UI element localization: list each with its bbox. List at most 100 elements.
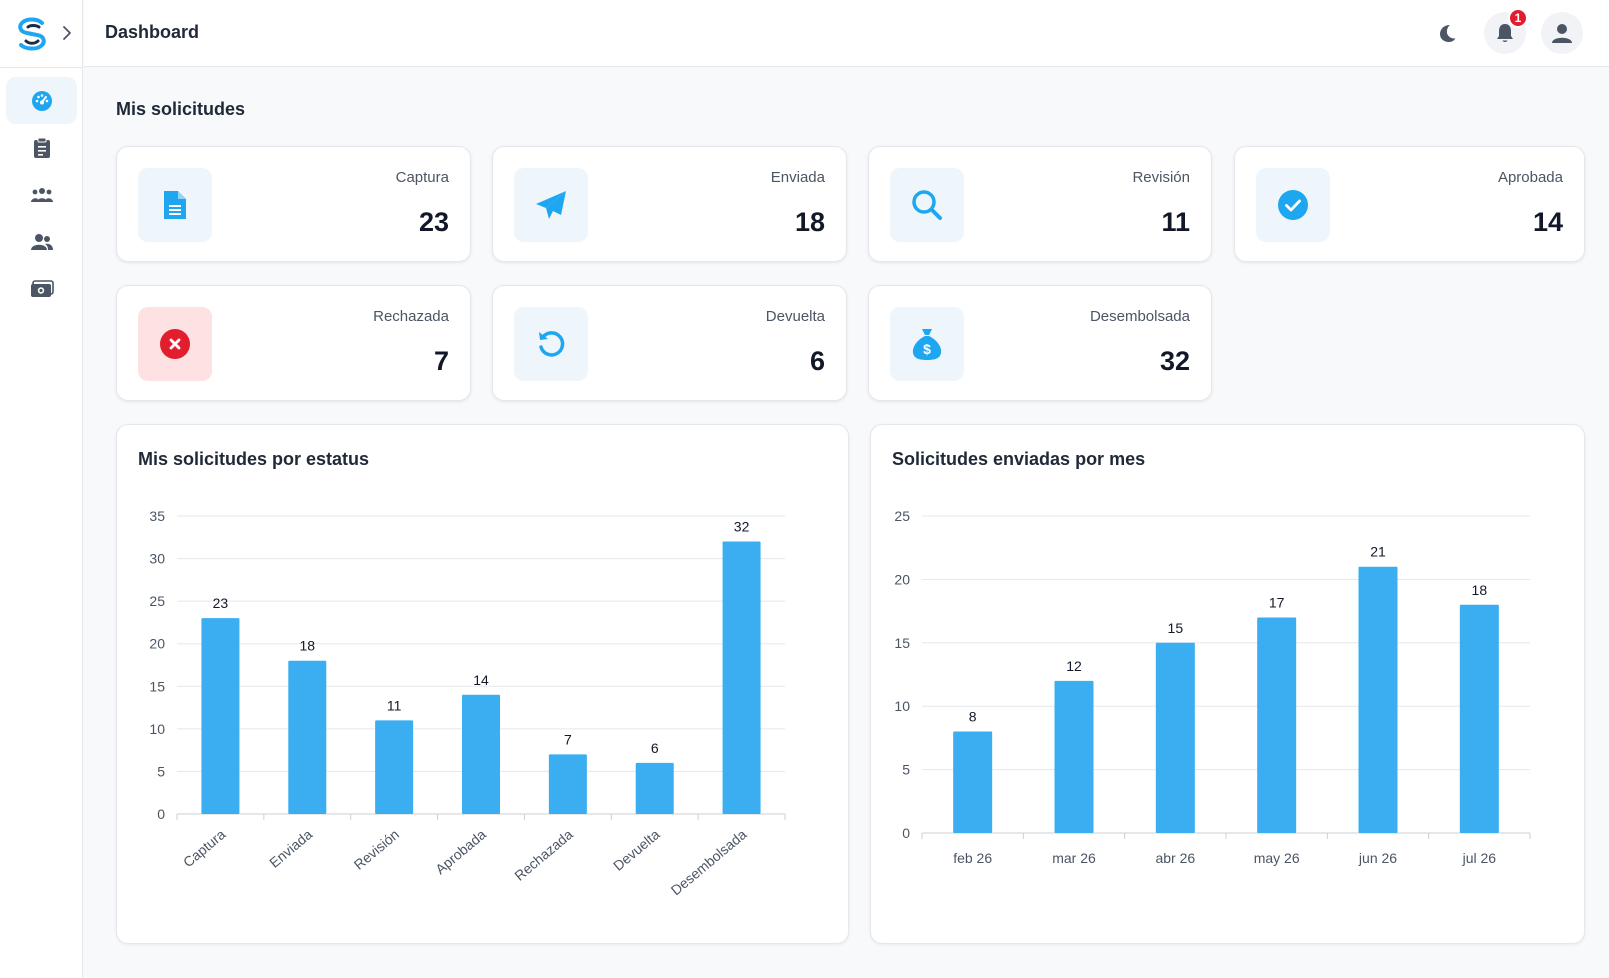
bar <box>375 720 414 814</box>
card-value: 32 <box>1159 346 1190 376</box>
clipboard-icon <box>33 137 50 158</box>
card-value: 11 <box>1161 207 1190 237</box>
x-tick-label: jul 26 <box>1462 850 1497 866</box>
data-label: 15 <box>1168 620 1184 636</box>
chart-title: Solicitudes enviadas por mes <box>892 449 1146 469</box>
data-label: 8 <box>969 709 977 725</box>
sidebar-expand-button[interactable] <box>58 22 76 44</box>
y-tick-label: 35 <box>149 508 165 524</box>
bar <box>1358 566 1398 833</box>
x-circle-icon <box>160 329 190 359</box>
y-tick-label: 25 <box>149 593 165 609</box>
card-icon-box <box>890 168 964 242</box>
bell-icon <box>1497 24 1513 42</box>
y-tick-label: 20 <box>894 571 910 587</box>
bar <box>722 541 761 814</box>
top-header: Dashboard 1 <box>84 0 1609 67</box>
card-icon-box <box>138 168 212 242</box>
status-card-rechazada[interactable]: Rechazada 7 <box>116 285 471 401</box>
bar <box>288 660 327 814</box>
status-card-aprobada[interactable]: Aprobada 14 <box>1234 146 1585 262</box>
status-card-captura[interactable]: Captura 23 <box>116 146 471 262</box>
y-tick-label: 15 <box>894 635 910 651</box>
x-tick-label: may 26 <box>1254 850 1300 866</box>
sidebar-nav <box>6 77 77 312</box>
y-tick-label: 10 <box>149 721 165 737</box>
chart-card-status: Mis solicitudes por estatus 0 5 10 15 20 25 30… <box>116 424 849 944</box>
card-icon-box <box>138 307 212 381</box>
card-icon-box <box>1256 168 1330 242</box>
card-label: Enviada <box>770 169 825 186</box>
x-tick-label: Enviada <box>266 826 315 871</box>
x-tick-label: Revisión <box>351 826 402 873</box>
y-tick-label: 30 <box>149 551 165 567</box>
sidebar-item-dashboard[interactable] <box>6 77 77 124</box>
theme-toggle-button[interactable] <box>1426 12 1468 54</box>
users-icon <box>30 233 53 250</box>
data-label: 18 <box>299 638 315 654</box>
chart-card-monthly: Solicitudes enviadas por mes 0 5 10 15 20 25 8… <box>870 424 1585 944</box>
x-tick-label: abr 26 <box>1155 850 1195 866</box>
data-label: 17 <box>1269 594 1285 610</box>
dashboard-gauge-icon <box>31 90 52 111</box>
card-icon-box: $ <box>890 307 964 381</box>
bar <box>201 618 240 814</box>
sidebar-item-payments[interactable] <box>6 265 77 312</box>
undo-icon <box>539 331 565 357</box>
bar <box>1054 680 1094 833</box>
x-tick-label: jun 26 <box>1358 850 1397 866</box>
bar <box>1155 642 1195 833</box>
paper-plane-icon <box>536 191 566 219</box>
x-tick-label: mar 26 <box>1052 850 1096 866</box>
card-label: Revisión <box>1132 169 1190 186</box>
sidebar-item-users[interactable] <box>6 218 77 265</box>
notifications-button[interactable]: 1 <box>1484 8 1528 54</box>
card-value: 23 <box>418 207 449 237</box>
card-label: Devuelta <box>765 308 825 325</box>
y-tick-label: 0 <box>157 806 165 822</box>
card-value: 6 <box>809 346 825 376</box>
y-tick-label: 15 <box>149 678 165 694</box>
x-tick-label: Desembolsada <box>668 826 750 898</box>
sidebar <box>0 0 83 978</box>
user-icon <box>1552 24 1572 43</box>
bar <box>953 731 993 833</box>
app-logo[interactable] <box>12 14 52 54</box>
status-card-enviada[interactable]: Enviada 18 <box>492 146 847 262</box>
card-label: Desembolsada <box>1089 308 1190 325</box>
status-card-desembolsada[interactable]: $ Desembolsada 32 <box>868 285 1212 401</box>
card-label: Captura <box>395 169 449 186</box>
svg-text:$: $ <box>923 341 931 357</box>
section-title: Mis solicitudes <box>116 99 246 119</box>
y-tick-label: 10 <box>894 698 910 714</box>
bar <box>1459 604 1499 833</box>
bar <box>548 754 587 814</box>
group-icon <box>30 187 53 202</box>
data-label: 12 <box>1066 658 1082 674</box>
card-label: Aprobada <box>1497 169 1563 186</box>
card-value: 14 <box>1532 207 1563 237</box>
card-icon-box <box>514 168 588 242</box>
chart-title: Mis solicitudes por estatus <box>138 449 370 469</box>
page-title: Dashboard <box>105 22 200 42</box>
y-tick-label: 5 <box>902 762 910 778</box>
moon-icon <box>1440 25 1456 42</box>
data-label: 18 <box>1472 582 1488 598</box>
sidebar-item-solicitudes[interactable] <box>6 124 77 171</box>
data-label: 21 <box>1370 544 1386 560</box>
data-label: 32 <box>734 519 750 535</box>
x-tick-label: Captura <box>180 826 229 870</box>
card-label: Rechazada <box>373 308 449 325</box>
chart-monthly-svg: 0 5 10 15 20 25 8 feb 26 12 mar 26 15 abr 26 17 may 2… <box>894 508 1531 866</box>
sidebar-item-groups[interactable] <box>6 171 77 218</box>
check-circle-icon <box>1278 190 1308 220</box>
card-icon-box <box>514 307 588 381</box>
bar <box>635 762 674 814</box>
money-icon <box>30 279 54 297</box>
user-menu-button[interactable] <box>1541 12 1583 54</box>
status-card-devuelta[interactable]: Devuelta 6 <box>492 285 847 401</box>
status-card-revision[interactable]: Revisión 11 <box>868 146 1212 262</box>
data-label: 7 <box>564 731 572 747</box>
money-bag-icon: $ <box>912 329 942 360</box>
sidebar-divider <box>0 67 83 68</box>
